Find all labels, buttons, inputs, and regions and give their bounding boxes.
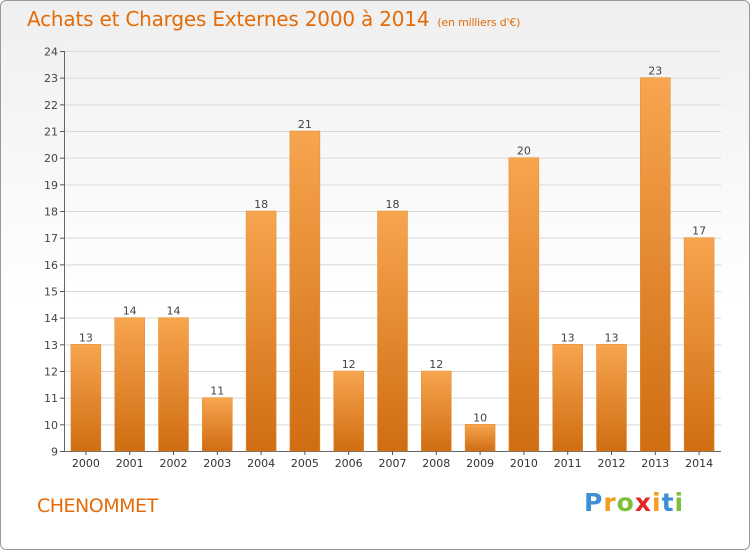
- bar: [114, 317, 145, 452]
- x-tick-label: 2011: [554, 457, 582, 470]
- bar-value-label: 21: [298, 118, 312, 131]
- x-tick-label: 2003: [203, 457, 231, 470]
- bar-value-label: 11: [210, 385, 224, 398]
- bar: [552, 344, 583, 452]
- y-tick-label: 22: [44, 99, 58, 112]
- bar-value-label: 18: [386, 198, 400, 211]
- bar: [377, 210, 408, 452]
- logo-letter: t: [661, 488, 675, 517]
- x-tick-label: 2013: [641, 457, 669, 470]
- proxiti-logo: Proxiti: [584, 488, 684, 517]
- bar-value-label: 14: [167, 305, 181, 318]
- y-tick-label: 24: [44, 46, 58, 59]
- x-tick-label: 2005: [291, 457, 319, 470]
- commune-name: CHENOMMET: [37, 495, 158, 517]
- logo-letter: x: [634, 488, 652, 517]
- bar-value-label: 20: [517, 145, 531, 158]
- bar: [289, 130, 321, 452]
- x-tick-label: 2014: [685, 457, 713, 470]
- bar-value-label: 17: [692, 225, 706, 238]
- y-tick-label: 13: [44, 339, 58, 352]
- logo-letter: r: [603, 488, 617, 517]
- bar: [508, 157, 540, 452]
- y-tick-label: 10: [44, 419, 58, 432]
- x-tick-label: 2006: [335, 457, 363, 470]
- bar-value-label: 12: [342, 358, 356, 371]
- x-tick-label: 2000: [72, 457, 100, 470]
- bar-value-label: 10: [473, 411, 487, 424]
- bar-value-label: 18: [254, 198, 268, 211]
- x-tick-label: 2012: [598, 457, 626, 470]
- x-tick-label: 2007: [379, 457, 407, 470]
- bar: [158, 317, 189, 452]
- bar-value-label: 13: [79, 331, 93, 344]
- x-tick-label: 2002: [160, 457, 188, 470]
- bar-value-label: 14: [123, 305, 137, 318]
- x-tick-label: 2009: [466, 457, 494, 470]
- y-tick-label: 23: [44, 72, 58, 85]
- bar: [683, 237, 715, 452]
- y-tick-label: 14: [44, 312, 58, 325]
- y-tick-label: 21: [44, 126, 58, 139]
- y-tick-label: 12: [44, 366, 58, 379]
- bar-value-label: 12: [429, 358, 443, 371]
- logo-letter: P: [584, 488, 604, 517]
- x-tick-label: 2001: [116, 457, 144, 470]
- bar: [333, 370, 364, 452]
- y-tick-label: 19: [44, 179, 58, 192]
- logo-letter: o: [616, 488, 635, 517]
- bar-value-label: 13: [605, 331, 619, 344]
- y-tick-label: 9: [51, 446, 58, 459]
- bar-value-label: 23: [648, 65, 662, 78]
- bar: [202, 397, 233, 452]
- title-text: Achats et Charges Externes 2000 à 2014: [27, 7, 430, 31]
- y-tick-label: 18: [44, 206, 58, 219]
- chart-title: Achats et Charges Externes 2000 à 2014 (e…: [27, 7, 520, 31]
- x-tick-label: 2010: [510, 457, 538, 470]
- bar: [421, 370, 452, 452]
- y-tick-label: 20: [44, 152, 58, 165]
- x-tick-label: 2004: [247, 457, 275, 470]
- y-tick-label: 17: [44, 232, 58, 245]
- bar: [640, 77, 671, 452]
- y-tick-label: 15: [44, 286, 58, 299]
- y-tick-label: 16: [44, 259, 58, 272]
- logo-letter: i: [652, 488, 662, 517]
- bar: [245, 210, 277, 452]
- logo-letter: i: [674, 488, 685, 517]
- chart-subtitle: (en milliers d'€): [437, 16, 521, 29]
- bar: [70, 344, 102, 452]
- bar: [464, 424, 496, 452]
- bar-value-label: 13: [561, 331, 575, 344]
- bar: [596, 344, 627, 452]
- y-tick-label: 11: [44, 392, 58, 405]
- x-tick-label: 2008: [422, 457, 450, 470]
